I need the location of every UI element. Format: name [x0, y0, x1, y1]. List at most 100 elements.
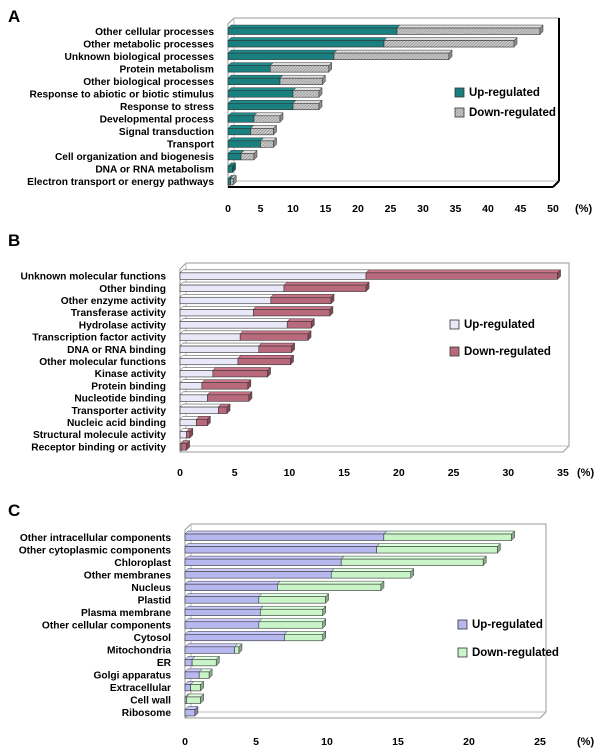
bar-segment-down: [258, 621, 324, 629]
bar-segment-down: [198, 671, 210, 679]
bar-top-face: [227, 137, 265, 142]
bar-segment-down: [283, 284, 367, 292]
bar-segment-down: [258, 596, 326, 604]
category-label: Transport: [167, 140, 215, 151]
category-label: Cell organization and biogenesis: [55, 152, 214, 163]
bar-top-face: [239, 330, 312, 335]
x-tick-label: 20: [463, 736, 475, 748]
bar-segment-up: [179, 309, 254, 317]
category-label: Cell wall: [130, 696, 171, 707]
bar-end-cap: [279, 112, 284, 123]
bar-end-cap: [215, 655, 220, 667]
bar-end-cap: [322, 630, 326, 642]
category-label: Cytosol: [134, 633, 172, 644]
category-label: Other molecular functions: [39, 357, 166, 368]
bar-top-face: [227, 37, 388, 41]
bar-end-cap: [311, 318, 315, 329]
category-label: ER: [157, 658, 172, 669]
bar-end-cap: [513, 36, 518, 48]
category-label: Other cytoplasmic components: [19, 545, 172, 556]
bar-end-cap: [232, 174, 237, 186]
bar-segment-up: [184, 596, 260, 604]
bar-top-face: [259, 605, 327, 610]
bar-top-face: [179, 269, 370, 274]
category-label: Unknown biological processes: [65, 52, 215, 63]
category-label: Response to stress: [120, 102, 214, 113]
bar-segment-up: [227, 27, 398, 35]
category-label: Mitochondria: [107, 646, 171, 657]
bar-segment-down: [180, 443, 187, 451]
bar-segment-up: [227, 90, 294, 98]
bar-segment-up: [227, 153, 242, 161]
bar-segment-up: [184, 621, 260, 629]
bar-top-face: [365, 269, 562, 274]
bar-top-face: [340, 555, 487, 560]
bar-segment-up: [179, 357, 239, 366]
bar-end-cap: [207, 415, 211, 427]
bar-top-face: [179, 318, 291, 322]
category-label: Hydrolase activity: [79, 320, 167, 331]
bar-segment-down: [253, 309, 331, 317]
bar-segment-down: [230, 178, 234, 186]
category-label: Structural molecule activity: [33, 430, 166, 441]
bar-top-face: [253, 112, 284, 117]
bar-top-face: [179, 367, 217, 371]
bar-top-face: [184, 530, 388, 535]
bar-top-face: [237, 355, 295, 359]
bar-end-cap: [238, 643, 243, 654]
bar-top-face: [279, 74, 326, 79]
bar-end-cap: [448, 49, 453, 61]
x-tick-label: 10: [287, 203, 299, 215]
bar-top-face: [258, 618, 327, 622]
category-label: Receptor binding or activity: [31, 442, 166, 453]
bar-segment-down: [250, 128, 274, 136]
bar-top-face: [179, 330, 244, 335]
bar-segment-up: [179, 296, 272, 305]
bar-top-face: [179, 342, 263, 347]
x-tick-label: 15: [392, 736, 404, 748]
bar-segment-up: [179, 284, 285, 292]
category-label: Signal transduction: [119, 127, 214, 138]
bar-segment-down: [253, 115, 281, 123]
bar-end-cap: [322, 74, 326, 86]
bar-segment-up: [227, 165, 233, 173]
bar-end-cap: [194, 705, 199, 717]
x-tick-label: 40: [482, 203, 494, 215]
category-label: Ribosome: [122, 708, 172, 719]
x-tick-label: 45: [515, 203, 527, 215]
category-label: Unknown molecular functions: [21, 272, 167, 283]
bar-end-cap: [511, 530, 515, 542]
bar-top-face: [276, 580, 385, 585]
bar-end-cap: [189, 427, 194, 439]
x-tick-label: 30: [417, 203, 429, 215]
bar-top-face: [258, 342, 296, 347]
bar-top-face: [333, 49, 453, 54]
legend-label: Up-regulated: [472, 619, 543, 631]
bar-end-cap: [200, 693, 204, 705]
bar-end-cap: [328, 62, 332, 73]
bar-segment-up: [179, 345, 260, 353]
category-label: Kinase activity: [95, 369, 167, 380]
bar-segment-up: [184, 684, 191, 692]
x-tick-label: 25: [534, 736, 546, 748]
category-label: DNA or RNA metabolism: [95, 165, 214, 176]
bar-end-cap: [329, 305, 334, 317]
bar-top-face: [227, 62, 274, 66]
bar-segment-down: [276, 583, 382, 591]
bar-segment-up: [227, 40, 385, 48]
category-label: Developmental process: [100, 115, 215, 126]
bar-segment-down: [340, 558, 484, 566]
legend-swatch: [457, 647, 468, 658]
bar-top-face: [179, 355, 242, 359]
bar-segment-up: [179, 321, 288, 329]
bar-top-face: [184, 580, 281, 585]
bar-top-face: [179, 281, 288, 286]
chart-panel-a: A 0 5 10 15 20 25 30 35 40 45 50 (%) Other cellular p…: [8, 7, 592, 215]
panel-label: C: [8, 501, 20, 520]
x-tick-label: 25: [385, 203, 397, 215]
bar-segment-down: [218, 406, 228, 414]
bar-segment-up: [179, 333, 241, 341]
bar-segment-down: [284, 633, 324, 642]
bar-top-face: [179, 391, 211, 396]
bar-end-cap: [322, 605, 326, 617]
